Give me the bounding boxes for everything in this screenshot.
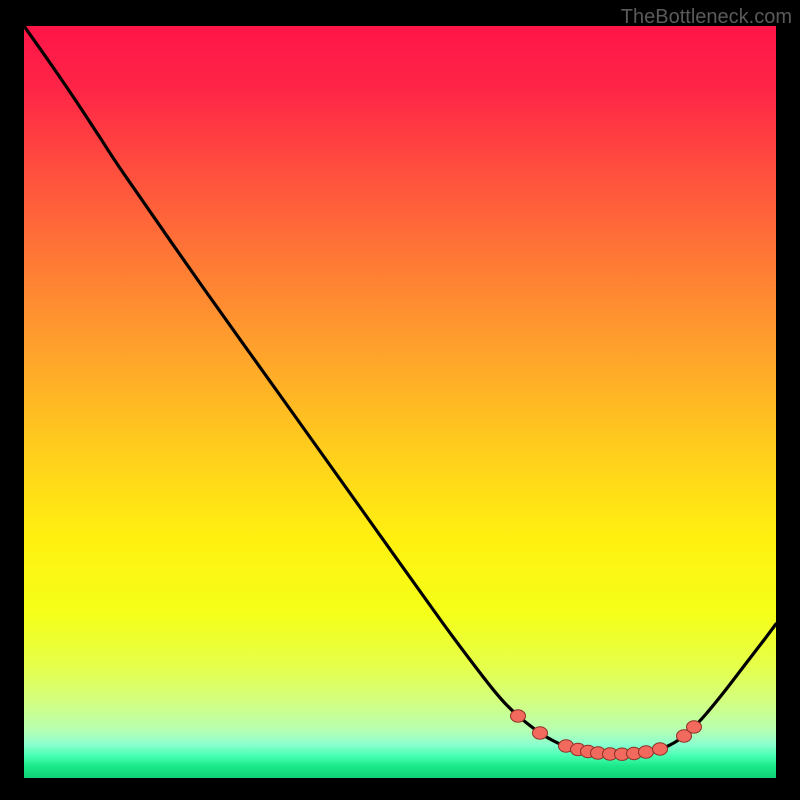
gradient-background xyxy=(24,26,776,778)
chart-container: TheBottleneck.com xyxy=(0,0,800,800)
data-marker xyxy=(511,710,526,722)
data-marker xyxy=(687,721,702,733)
data-marker xyxy=(533,727,548,739)
data-marker xyxy=(639,746,654,758)
watermark-text: TheBottleneck.com xyxy=(621,6,792,29)
data-marker xyxy=(653,743,668,755)
plot-area xyxy=(24,26,776,778)
chart-svg xyxy=(24,26,776,778)
